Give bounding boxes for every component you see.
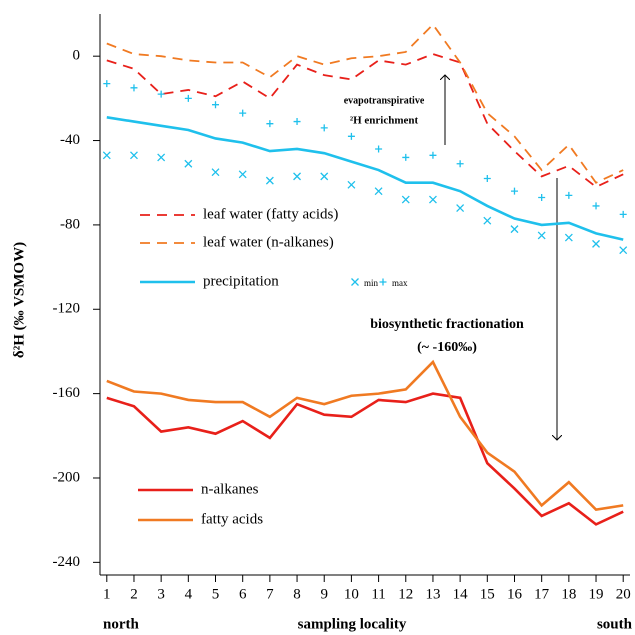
marker: [184, 159, 193, 168]
marker: [347, 132, 355, 140]
y-axis-label: δ²H (‰ VSMOW): [11, 242, 27, 358]
y-tick-label: -40: [60, 132, 80, 148]
x-tick-label: 7: [266, 586, 274, 602]
y-tick-label: -120: [53, 301, 81, 317]
y-tick-label: 0: [73, 48, 81, 64]
x-tick-label: 3: [157, 586, 165, 602]
x-tick-label: 9: [320, 586, 328, 602]
legend-label: fatty acids: [201, 511, 263, 527]
marker: [320, 124, 328, 132]
marker: [293, 172, 302, 181]
legend-label: leaf water (n-alkanes): [203, 234, 334, 250]
x-tick-label: 5: [212, 586, 220, 602]
series-line: [106, 116, 624, 241]
marker: [510, 187, 518, 195]
marker: [456, 160, 464, 168]
x-tick-label: 17: [534, 586, 550, 602]
marker: [564, 233, 573, 242]
marker: [401, 195, 410, 204]
marker: [565, 191, 573, 199]
x-tick-label: 2: [130, 586, 138, 602]
legend-label: leaf water (fatty acids): [203, 206, 338, 222]
marker: [130, 151, 138, 160]
marker: [537, 231, 546, 240]
marker: [619, 246, 628, 255]
marker: [592, 239, 600, 248]
marker: [320, 172, 329, 181]
marker: [239, 109, 247, 117]
marker: [428, 195, 437, 204]
marker: [538, 193, 546, 201]
marker: [592, 202, 600, 210]
marker: [130, 84, 138, 92]
series-line: [106, 359, 624, 512]
series-line: [106, 392, 624, 526]
x-end-label: north: [103, 616, 139, 632]
x-tick-label: 4: [185, 586, 193, 602]
marker: [374, 187, 383, 196]
marker: [293, 118, 301, 126]
legend-marker: [379, 278, 387, 286]
x-tick-label: 19: [589, 586, 604, 602]
legend-marker: [351, 278, 359, 286]
y-tick-label: -160: [53, 385, 81, 401]
marker: [483, 175, 491, 183]
marker: [212, 101, 220, 109]
marker: [619, 210, 627, 218]
x-tick-label: 11: [371, 586, 385, 602]
marker: [347, 180, 356, 189]
marker: [375, 145, 383, 153]
marker: [429, 151, 437, 159]
marker: [238, 170, 247, 179]
x-tick-label: 16: [507, 586, 523, 602]
x-tick-label: 8: [293, 586, 301, 602]
marker: [157, 153, 166, 162]
marker: [184, 94, 192, 102]
y-tick-label: -240: [53, 554, 81, 570]
x-end-label: south: [597, 616, 633, 632]
x-tick-label: 13: [425, 586, 440, 602]
annotation: ²H enrichment: [350, 115, 419, 127]
marker: [483, 216, 492, 225]
marker: [402, 153, 410, 161]
marker: [102, 151, 111, 160]
marker: [510, 225, 519, 234]
legend-label: min: [364, 278, 379, 288]
annotation: (~ -160‰): [417, 340, 477, 355]
series-line: [106, 23, 624, 184]
x-tick-label: 6: [239, 586, 247, 602]
x-tick-label: 10: [344, 586, 359, 602]
x-tick-label: 12: [398, 586, 413, 602]
y-tick-label: -200: [53, 469, 81, 485]
x-axis-label: sampling locality: [298, 616, 407, 632]
x-tick-label: 1: [103, 586, 111, 602]
marker: [103, 80, 111, 88]
legend-label: precipitation: [203, 273, 279, 289]
marker: [157, 90, 165, 98]
annotation: evapotranspirative: [344, 95, 425, 106]
marker: [265, 176, 274, 185]
marker: [266, 120, 274, 128]
x-tick-label: 15: [480, 586, 495, 602]
y-tick-label: -80: [60, 216, 80, 232]
legend-label: max: [392, 278, 408, 288]
x-tick-label: 20: [616, 586, 631, 602]
x-tick-label: 18: [561, 586, 576, 602]
x-tick-label: 14: [453, 586, 469, 602]
legend-label: n-alkanes: [201, 481, 259, 497]
marker: [456, 204, 465, 212]
marker: [211, 168, 220, 177]
annotation: biosynthetic fractionation: [370, 317, 524, 332]
